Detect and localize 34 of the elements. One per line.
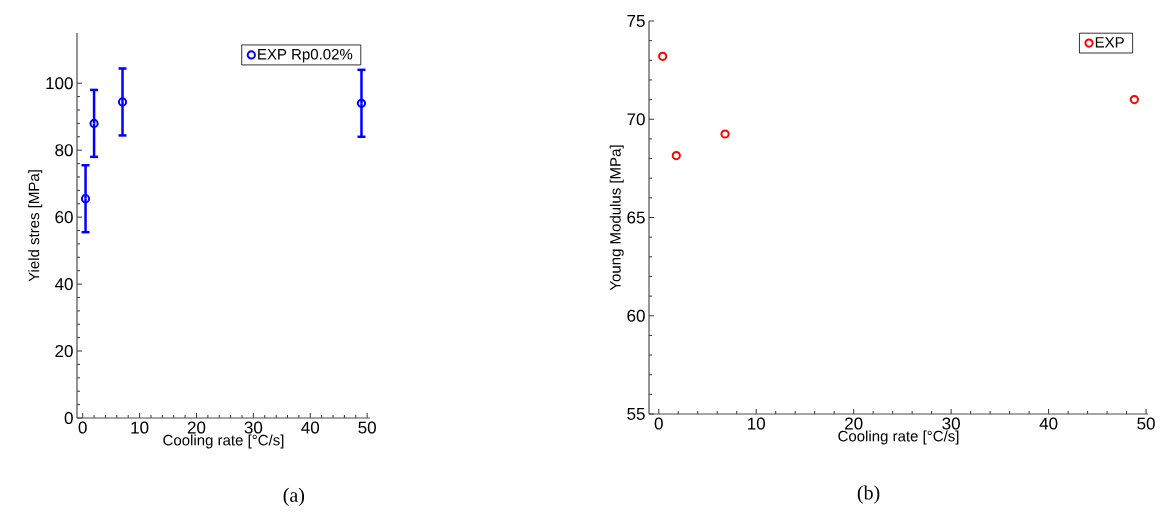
x-tick-label: 20 <box>845 417 863 430</box>
y-tick-label: 75 <box>627 15 645 27</box>
x-tick-label: 40 <box>301 421 320 434</box>
x-axis-title: Cooling rate [°C/s] <box>838 430 959 445</box>
x-tick-label: 30 <box>942 417 960 430</box>
x-tick-label: 30 <box>244 421 263 434</box>
y-tick-label: 80 <box>55 144 73 157</box>
y-tick-label: 20 <box>55 345 73 358</box>
y-tick-label: 40 <box>54 278 73 291</box>
text: (b) <box>857 485 880 504</box>
x-tick-label: 0 <box>78 421 87 434</box>
x-tick-label: 10 <box>131 421 149 434</box>
point <box>1129 95 1139 105</box>
x-tick-label: 50 <box>1137 417 1155 430</box>
text: (a) <box>283 487 305 506</box>
y-tick-label: 100 <box>46 77 73 90</box>
y-tick-label: 60 <box>55 211 73 224</box>
point <box>671 151 681 161</box>
y-axis-title: Young Modulus [MPa] <box>609 145 624 291</box>
point <box>658 51 668 61</box>
x-tick-label: 50 <box>358 421 376 434</box>
legend-label: EXP <box>1095 37 1124 48</box>
x-tick-label: 0 <box>654 417 663 430</box>
y-tick-label: 70 <box>627 113 645 126</box>
x-tick-label: 10 <box>748 417 766 430</box>
x-tick-label: 40 <box>1039 417 1058 430</box>
y-axis-title: Yield stres [MPa] <box>28 170 43 282</box>
y-tick-label: 55 <box>627 408 645 420</box>
y-tick-label: 65 <box>627 211 645 224</box>
point <box>720 129 730 139</box>
x-tick-label: 20 <box>187 421 206 434</box>
legend-label: EXP Rp0.02% <box>258 48 353 63</box>
x-axis-title: Cooling rate [°C/s] <box>163 434 284 449</box>
y-tick-label: 60 <box>627 309 645 322</box>
